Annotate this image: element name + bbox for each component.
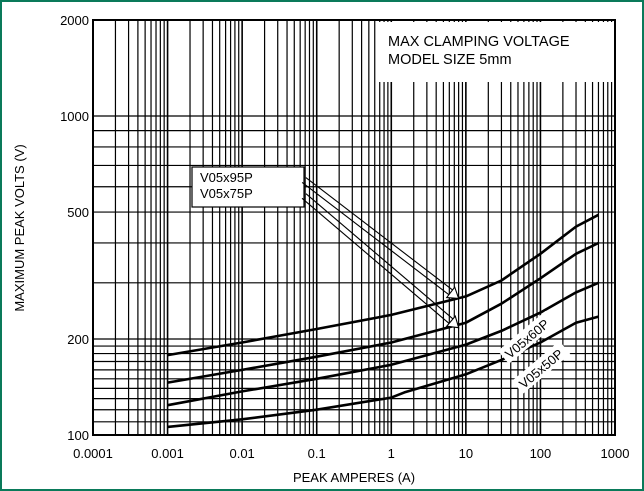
arrow-head	[445, 285, 460, 300]
x-tick-label: 0.001	[151, 446, 184, 461]
x-tick-label: 0.01	[229, 446, 254, 461]
arrow-shaft	[301, 197, 450, 324]
label-box	[191, 166, 305, 208]
series-line-v05x75p	[167, 241, 600, 384]
label-v05x75p: V05x75P	[200, 186, 253, 201]
x-tick-label: 100	[530, 446, 552, 461]
y-axis-label: MAXIMUM PEAK VOLTS (V)	[12, 144, 27, 311]
label-v05x95p: V05x95P	[200, 170, 253, 185]
y-tick-label: 500	[67, 205, 89, 220]
plot-border	[92, 19, 616, 436]
series-label-bg	[511, 341, 571, 394]
arrow-shaft	[305, 177, 453, 291]
y-tick-label: 2000	[60, 13, 89, 28]
series-line-v05x60p	[167, 281, 600, 407]
series-line-v05x95p	[167, 213, 600, 357]
y-tick-label: 100	[67, 428, 89, 443]
x-tick-label: 0.1	[308, 446, 326, 461]
series-label-bg	[497, 311, 557, 364]
y-tick-label: 200	[67, 332, 89, 347]
chart-subtitle: MODEL SIZE 5mm	[388, 52, 512, 68]
series-line-v05x50p	[167, 315, 599, 429]
arrow-shaft	[301, 181, 450, 296]
arrow-head	[445, 315, 460, 329]
chart-title: MAX CLAMPING VOLTAGE	[388, 34, 570, 50]
x-tick-label: 10	[459, 446, 473, 461]
y-tick-label: 1000	[60, 109, 89, 124]
x-tick-label: 0.0001	[73, 446, 113, 461]
x-axis-label: PEAK AMPERES (A)	[293, 470, 415, 485]
title-box	[378, 22, 614, 82]
x-tick-label: 1000	[601, 446, 630, 461]
arrow-shaft	[305, 193, 454, 320]
x-tick-label: 1	[388, 446, 395, 461]
